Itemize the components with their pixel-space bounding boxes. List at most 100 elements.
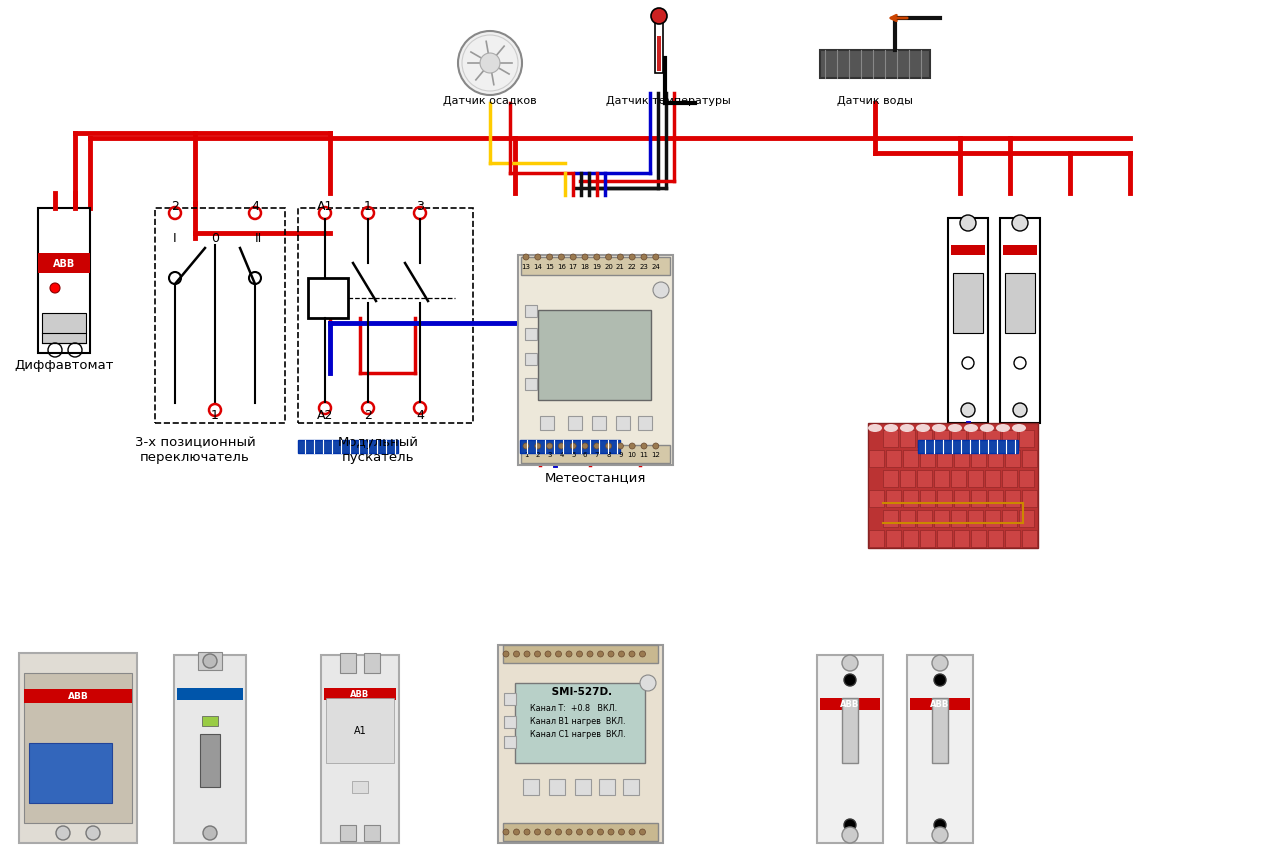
Bar — [521, 258, 669, 276]
Circle shape — [628, 651, 635, 657]
Text: Модульный
пускатель: Модульный пускатель — [338, 436, 419, 463]
Bar — [883, 431, 899, 448]
Circle shape — [566, 651, 572, 657]
Bar — [308, 279, 348, 319]
Circle shape — [641, 255, 646, 261]
Bar — [503, 823, 658, 841]
Bar — [340, 825, 356, 841]
Circle shape — [628, 829, 635, 835]
Circle shape — [605, 255, 612, 261]
Circle shape — [582, 255, 588, 261]
Circle shape — [932, 655, 948, 671]
Bar — [521, 445, 669, 463]
Text: ABB: ABB — [841, 699, 860, 709]
Ellipse shape — [948, 425, 963, 432]
Circle shape — [653, 282, 669, 299]
Bar — [900, 510, 915, 527]
Circle shape — [844, 819, 856, 831]
Text: A1: A1 — [317, 200, 333, 212]
Bar — [951, 431, 966, 448]
Circle shape — [934, 819, 946, 831]
Text: 24: 24 — [652, 264, 660, 270]
Bar — [520, 440, 620, 454]
Ellipse shape — [1012, 425, 1027, 432]
Circle shape — [608, 651, 614, 657]
Circle shape — [608, 829, 614, 835]
Bar — [886, 450, 901, 467]
Bar — [1002, 471, 1018, 487]
Text: ABB: ABB — [52, 258, 76, 269]
Bar — [932, 699, 948, 763]
Bar — [42, 314, 86, 344]
Bar — [954, 531, 969, 548]
Bar — [869, 531, 884, 548]
Bar — [29, 743, 113, 803]
Bar — [38, 209, 90, 354]
Circle shape — [524, 444, 529, 450]
Bar — [1000, 218, 1039, 423]
Circle shape — [556, 651, 562, 657]
Ellipse shape — [980, 425, 995, 432]
Text: ABB: ABB — [931, 699, 950, 709]
Bar — [934, 471, 948, 487]
Bar — [954, 274, 983, 334]
Circle shape — [570, 255, 576, 261]
Circle shape — [570, 444, 576, 450]
Bar — [920, 531, 934, 548]
Text: 15: 15 — [545, 264, 554, 270]
Bar — [525, 328, 538, 340]
Bar — [934, 431, 948, 448]
Circle shape — [204, 826, 218, 840]
Circle shape — [842, 655, 858, 671]
Bar — [498, 645, 663, 843]
Bar — [655, 19, 663, 74]
Text: 20: 20 — [604, 264, 613, 270]
Bar — [916, 510, 932, 527]
Text: Метеостанция: Метеостанция — [544, 471, 645, 484]
Circle shape — [598, 651, 603, 657]
Text: ABB: ABB — [351, 690, 370, 699]
Bar — [954, 490, 969, 508]
Text: 9: 9 — [618, 451, 622, 457]
Bar — [174, 655, 246, 843]
Bar — [902, 490, 918, 508]
Bar — [298, 440, 398, 454]
Bar — [1019, 431, 1034, 448]
Bar — [951, 246, 986, 256]
Circle shape — [617, 444, 623, 450]
Bar — [920, 490, 934, 508]
Circle shape — [594, 444, 600, 450]
Text: 6: 6 — [582, 451, 588, 457]
Circle shape — [653, 444, 659, 450]
Circle shape — [842, 827, 858, 843]
Text: II: II — [255, 232, 261, 245]
Bar — [1005, 490, 1020, 508]
Bar — [968, 510, 983, 527]
Bar — [1021, 450, 1037, 467]
Bar — [324, 688, 396, 700]
Bar — [599, 779, 614, 795]
Bar — [202, 717, 218, 727]
Bar — [616, 416, 630, 431]
Bar — [986, 431, 1000, 448]
Circle shape — [641, 444, 646, 450]
Circle shape — [598, 829, 603, 835]
Bar — [321, 655, 399, 843]
Bar — [1019, 471, 1034, 487]
Bar — [657, 37, 660, 72]
Circle shape — [86, 826, 100, 840]
Circle shape — [640, 676, 657, 691]
Bar — [155, 209, 285, 423]
Bar — [968, 431, 983, 448]
Bar — [24, 673, 132, 823]
Circle shape — [605, 444, 612, 450]
Text: 3: 3 — [416, 200, 424, 212]
Bar — [1004, 246, 1037, 256]
Text: 1: 1 — [364, 200, 372, 212]
Circle shape — [618, 651, 625, 657]
Bar — [504, 693, 516, 705]
Bar — [24, 689, 132, 703]
Circle shape — [617, 255, 623, 261]
Circle shape — [640, 829, 645, 835]
Bar — [986, 471, 1000, 487]
